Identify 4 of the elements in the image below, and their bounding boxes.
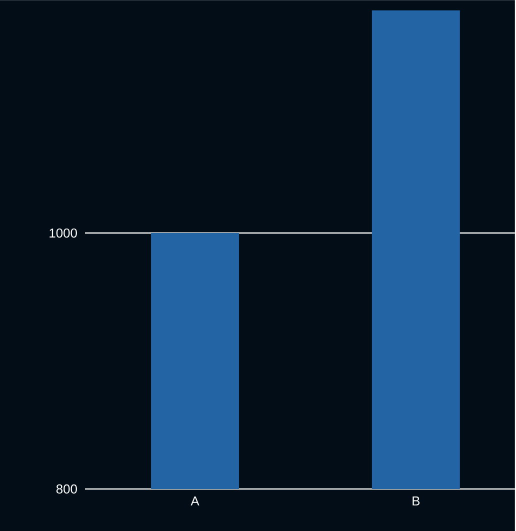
y-tick-label: 1000	[50, 228, 78, 238]
x-tick-label: B	[412, 496, 420, 506]
y-tick-label: 800	[56, 484, 78, 494]
x-tick-label: A	[190, 496, 200, 506]
